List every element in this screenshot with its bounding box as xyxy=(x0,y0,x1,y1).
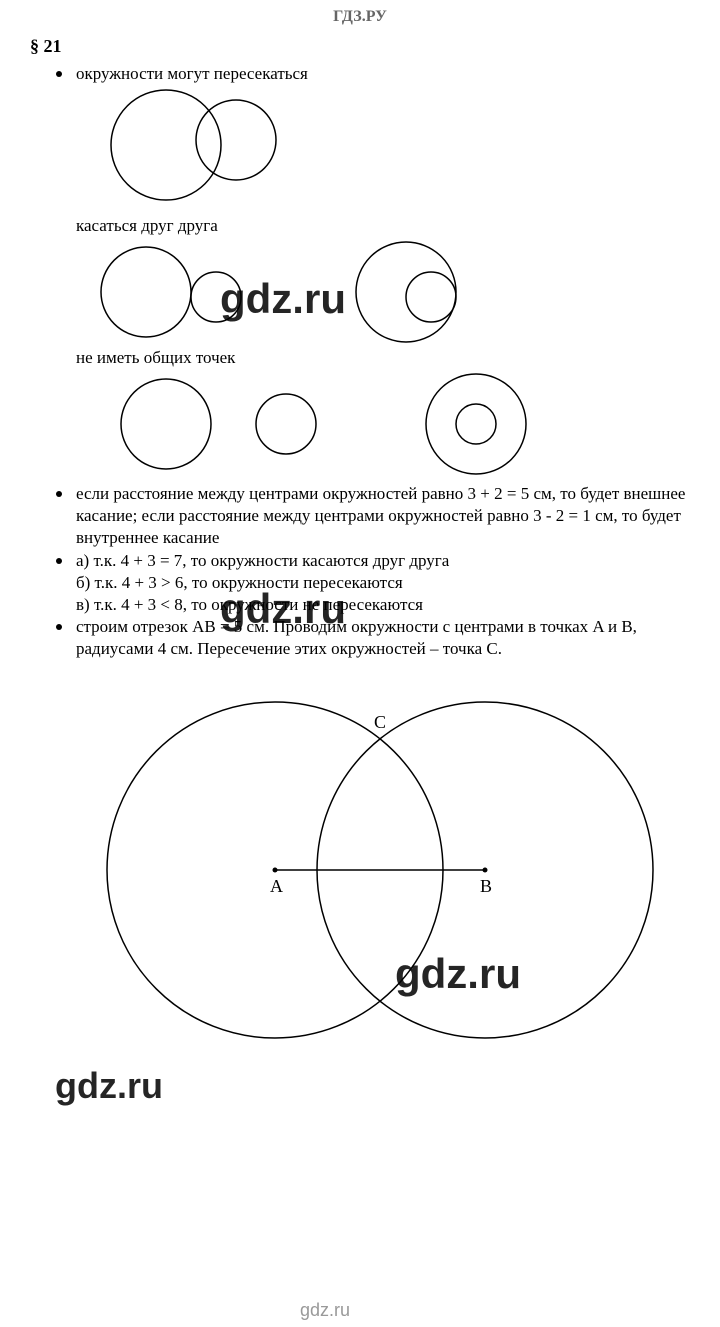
watermark-footer: gdz.ru xyxy=(300,1300,350,1321)
sub-tangent-label: касаться друг друга xyxy=(76,215,690,237)
section-title: § 21 xyxy=(30,36,690,57)
bullet-4-text: строим отрезок AB = 5 см. Проводим окруж… xyxy=(76,616,690,660)
diagram-intersecting xyxy=(76,85,690,215)
bullet-1: окружности могут пересекаться xyxy=(56,63,690,85)
bullet-1-text: окружности могут пересекаться xyxy=(76,63,690,85)
diagram-disjoint xyxy=(76,369,690,479)
watermark: gdz.ru xyxy=(55,1065,163,1107)
site-header: ГДЗ.РУ xyxy=(0,0,720,26)
bullet-2: если расстояние между центрами окружност… xyxy=(56,483,690,549)
label-C: C xyxy=(374,712,386,732)
bullet-3a-text: а) т.к. 4 + 3 = 7, то окружности касаютс… xyxy=(76,550,690,572)
bullet-icon xyxy=(56,491,62,497)
bullet-icon xyxy=(56,624,62,630)
sub-disjoint-label: не иметь общих точек xyxy=(76,347,690,369)
page-content: § 21 окружности могут пересекаться касат… xyxy=(0,26,720,1060)
bullet-3: а) т.к. 4 + 3 = 7, то окружности касаютс… xyxy=(56,550,690,572)
diagram-construction: A B C xyxy=(50,660,690,1060)
bullet-icon xyxy=(56,558,62,564)
bullet-2-text: если расстояние между центрами окружност… xyxy=(76,483,690,549)
bullet-4: строим отрезок AB = 5 см. Проводим окруж… xyxy=(56,616,690,660)
diagram-tangent xyxy=(76,237,690,347)
bullet-3c-text: в) т.к. 4 + 3 < 8, то окружности не пере… xyxy=(76,594,690,616)
bullet-icon xyxy=(56,71,62,77)
bullet-3b-text: б) т.к. 4 + 3 > 6, то окружности пересек… xyxy=(76,572,690,594)
label-B: B xyxy=(480,876,492,896)
label-A: A xyxy=(270,876,283,896)
